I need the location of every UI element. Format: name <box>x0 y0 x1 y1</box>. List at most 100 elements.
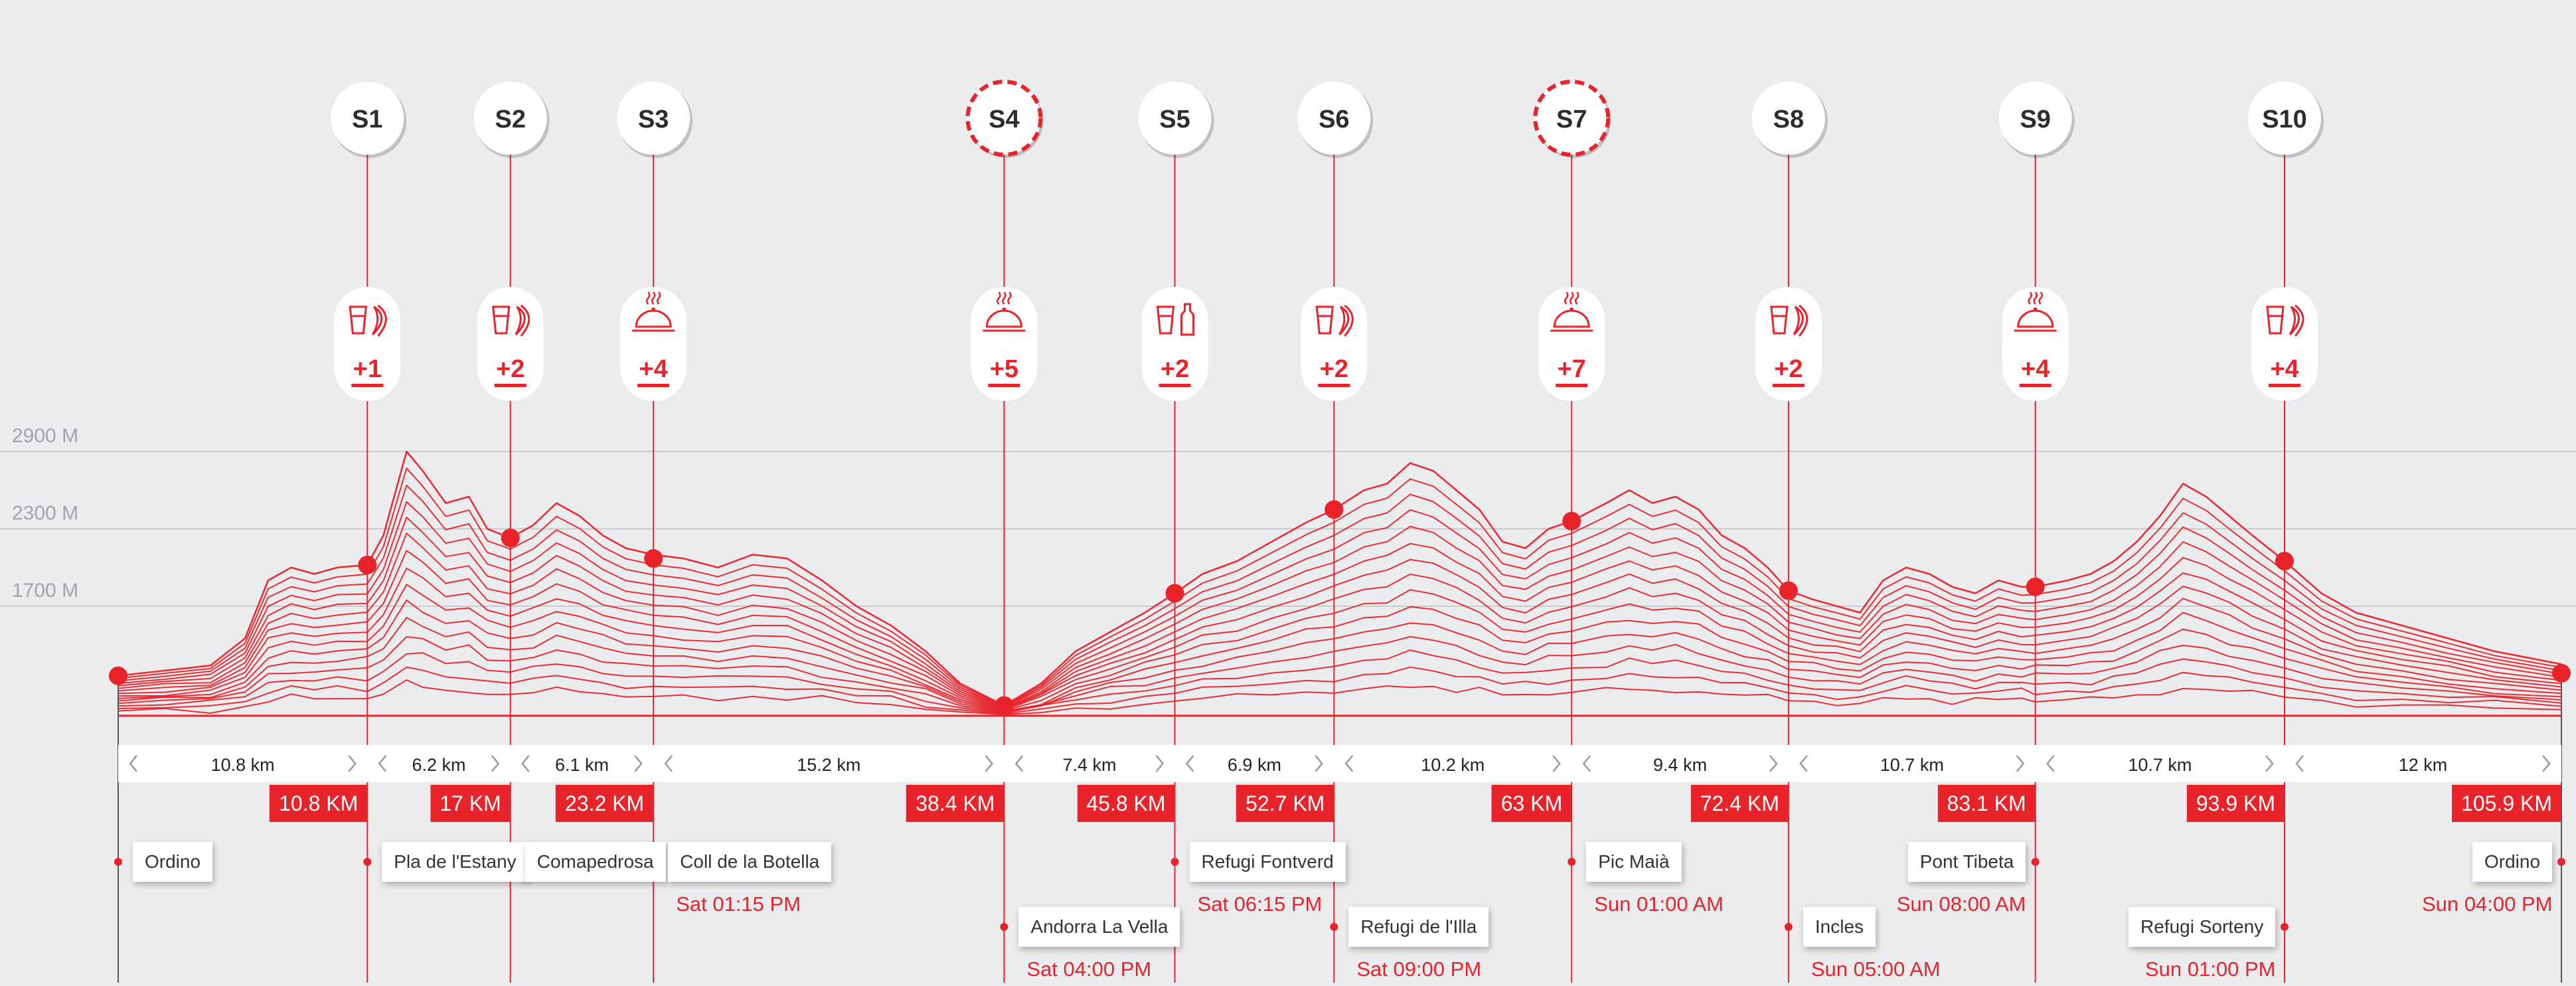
chevron-left-icon[interactable] <box>1014 755 1024 772</box>
station-point[interactable] <box>358 555 377 574</box>
station-point[interactable] <box>995 696 1014 715</box>
place-label[interactable]: Coll de la Botella <box>668 842 832 882</box>
station-s10[interactable]: S10 +4 <box>2248 82 2324 401</box>
station-badge[interactable] <box>1138 82 1212 155</box>
cumulative-distance-badge: 105.9 KM <box>2452 785 2561 822</box>
station-badge[interactable] <box>1751 82 1825 155</box>
station-s9[interactable]: S9 +4 <box>1998 82 2075 401</box>
segment[interactable]: 6.9 km <box>1185 755 1323 775</box>
segment[interactable]: 10.7 km <box>2046 755 2274 775</box>
aid-pill[interactable] <box>2002 287 2069 401</box>
station-s4[interactable]: S4 +5 <box>965 80 1044 401</box>
place-label[interactable]: Refugi Sorteny <box>2129 907 2276 947</box>
segment[interactable]: 12 km <box>2295 755 2551 775</box>
station-badge[interactable] <box>1533 80 1611 157</box>
place-label[interactable]: Comapedrosa <box>524 842 666 882</box>
aid-count: +2 <box>1320 355 1348 383</box>
station-id: S4 <box>989 106 1019 133</box>
station-s1[interactable]: S1 +1 <box>331 82 407 401</box>
y-tick-label: 2300 M <box>12 502 78 524</box>
station-point[interactable] <box>1165 584 1184 603</box>
station-s7[interactable]: S7 +7 <box>1533 80 1611 401</box>
place-label[interactable]: Refugi Fontverd <box>1189 842 1346 882</box>
station-point[interactable] <box>1779 581 1798 600</box>
segment-band-layer: 10.8 km 6.2 km 6.1 km 15.2 km 7.4 km 6.9 km 10… <box>118 745 2561 782</box>
place-label[interactable]: Ordino <box>2472 842 2553 882</box>
place-dot <box>1330 923 1338 931</box>
chevron-right-icon[interactable] <box>1552 755 1561 772</box>
chevron-right-icon[interactable] <box>1315 755 1323 772</box>
drink-banana-icon <box>1770 304 1809 337</box>
aid-count: +2 <box>496 355 524 383</box>
station-point[interactable] <box>644 549 663 568</box>
segment[interactable]: 6.1 km <box>521 755 643 775</box>
chevron-right-icon[interactable] <box>2542 755 2551 772</box>
station-id: S1 <box>352 106 382 133</box>
station-badge[interactable] <box>1297 82 1371 155</box>
chevron-right-icon[interactable] <box>985 755 994 772</box>
station-point[interactable] <box>2026 577 2045 596</box>
endpoint-point[interactable] <box>109 666 127 685</box>
chevron-left-icon[interactable] <box>1344 755 1354 772</box>
segment[interactable]: 7.4 km <box>1014 755 1165 775</box>
aid-count-underline <box>1556 384 1588 387</box>
chevron-right-icon[interactable] <box>348 755 357 772</box>
aid-count-underline <box>494 384 526 387</box>
segment-distance: 10.2 km <box>1421 755 1485 775</box>
chevron-left-icon[interactable] <box>1582 755 1591 772</box>
segment[interactable]: 10.2 km <box>1344 755 1561 775</box>
station-badge[interactable] <box>2248 82 2322 155</box>
station-s2[interactable]: S2 +2 <box>473 82 550 401</box>
segment[interactable]: 10.7 km <box>1799 755 2025 775</box>
chevron-right-icon[interactable] <box>1155 755 1165 772</box>
place-label[interactable]: Andorra La Vella <box>1018 907 1180 947</box>
chevron-right-icon[interactable] <box>634 755 643 772</box>
place-label[interactable]: Incles <box>1803 907 1876 947</box>
place-label[interactable]: Refugi de l'Illa <box>1348 907 1489 947</box>
place-label[interactable]: Pont Tibeta <box>1907 842 2026 882</box>
chevron-left-icon[interactable] <box>378 755 387 772</box>
chevron-left-icon[interactable] <box>2046 755 2055 772</box>
place-label[interactable]: Pic Maià <box>1586 842 1682 882</box>
endpoint-point[interactable] <box>2552 663 2571 683</box>
aid-pill[interactable] <box>971 287 1038 401</box>
segment[interactable]: 9.4 km <box>1582 755 1778 775</box>
chevron-left-icon[interactable] <box>664 755 673 772</box>
station-point[interactable] <box>501 529 520 548</box>
drink-banana-icon <box>349 304 387 337</box>
chevron-left-icon[interactable] <box>1185 755 1194 772</box>
station-id: S5 <box>1159 106 1190 133</box>
chevron-left-icon[interactable] <box>2295 755 2304 772</box>
chevron-left-icon[interactable] <box>1799 755 1808 772</box>
aid-pill[interactable] <box>620 287 687 401</box>
place-label[interactable]: Pla de l'Estany <box>382 842 528 882</box>
aid-pill[interactable] <box>1538 287 1605 401</box>
aid-count-underline <box>351 384 384 387</box>
station-badge[interactable] <box>617 82 690 155</box>
station-point[interactable] <box>1325 500 1344 519</box>
station-badge[interactable] <box>965 80 1043 157</box>
chevron-right-icon[interactable] <box>2265 755 2274 772</box>
hot-meal-icon <box>1550 291 1593 332</box>
segment[interactable]: 15.2 km <box>664 755 994 775</box>
chevron-right-icon[interactable] <box>1769 755 1778 772</box>
station-badge[interactable] <box>331 82 404 155</box>
chevron-right-icon[interactable] <box>491 755 500 772</box>
segment[interactable]: 6.2 km <box>378 755 500 775</box>
station-s5[interactable]: S5 +2 <box>1138 82 1214 401</box>
station-id: S2 <box>495 106 526 133</box>
chevron-left-icon[interactable] <box>521 755 530 772</box>
station-point[interactable] <box>1562 511 1581 531</box>
chevron-right-icon[interactable] <box>2016 755 2025 772</box>
chevron-left-icon[interactable] <box>129 755 137 772</box>
station-s6[interactable]: S6 +2 <box>1297 82 1374 401</box>
station-s3[interactable]: S3 +4 <box>617 82 693 401</box>
station-s8[interactable]: S8 +2 <box>1751 82 1828 401</box>
station-point[interactable] <box>2275 552 2294 571</box>
place-dot <box>114 858 122 866</box>
place-label[interactable]: Ordino <box>133 842 213 882</box>
elevation-line <box>118 584 2562 712</box>
station-badge[interactable] <box>473 82 547 155</box>
station-badge[interactable] <box>1998 82 2072 155</box>
segment[interactable]: 10.8 km <box>129 755 357 775</box>
